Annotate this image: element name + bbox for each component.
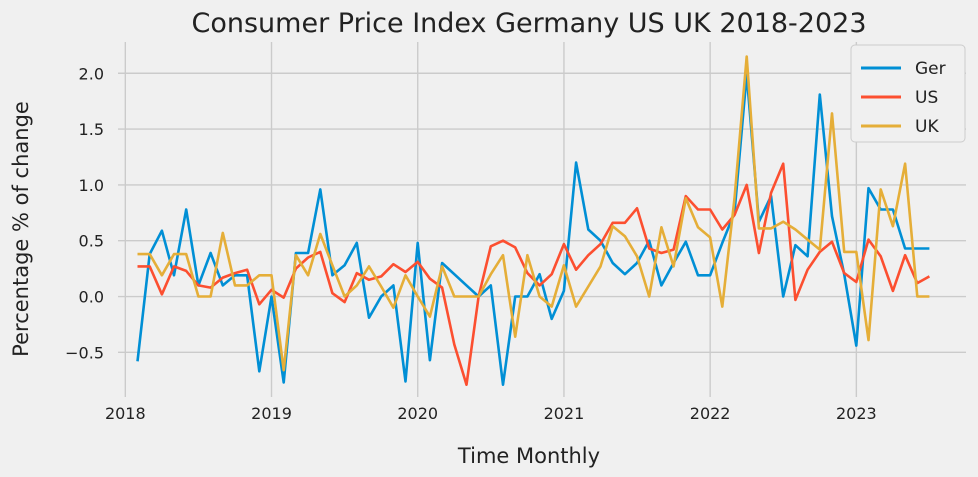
series-lines: [136, 55, 931, 387]
y-tick-label: 0.0: [79, 288, 104, 307]
chart-title: Consumer Price Index Germany US UK 2018-…: [192, 8, 867, 39]
x-tick-label: 2022: [690, 404, 731, 423]
series-line-uk: [137, 55, 930, 372]
y-axis-label: Percentage % of change: [9, 101, 33, 357]
legend: Ger US UK: [850, 44, 966, 143]
legend-label-ger: Ger: [915, 59, 946, 79]
legend-label-us: US: [915, 88, 938, 108]
y-tick-label: 1.5: [79, 120, 104, 139]
series-line-ger: [136, 73, 930, 387]
x-axis-label: Time Monthly: [457, 444, 600, 468]
y-tick-label: −0.5: [65, 343, 104, 362]
y-tick-label: 1.0: [79, 176, 104, 195]
x-tick-label: 2023: [836, 404, 877, 423]
tick-labels: 2018 2019 2020 2021 2022 2023 −0.5 0.0 0.5 1.0 1.5…: [65, 64, 877, 423]
y-tick-label: 2.0: [79, 64, 104, 83]
y-tick-label: 0.5: [79, 232, 104, 251]
x-tick-label: 2018: [105, 404, 146, 423]
legend-label-uk: UK: [915, 117, 939, 137]
x-tick-label: 2019: [251, 404, 292, 423]
x-tick-label: 2021: [544, 404, 585, 423]
x-tick-label: 2020: [397, 404, 438, 423]
